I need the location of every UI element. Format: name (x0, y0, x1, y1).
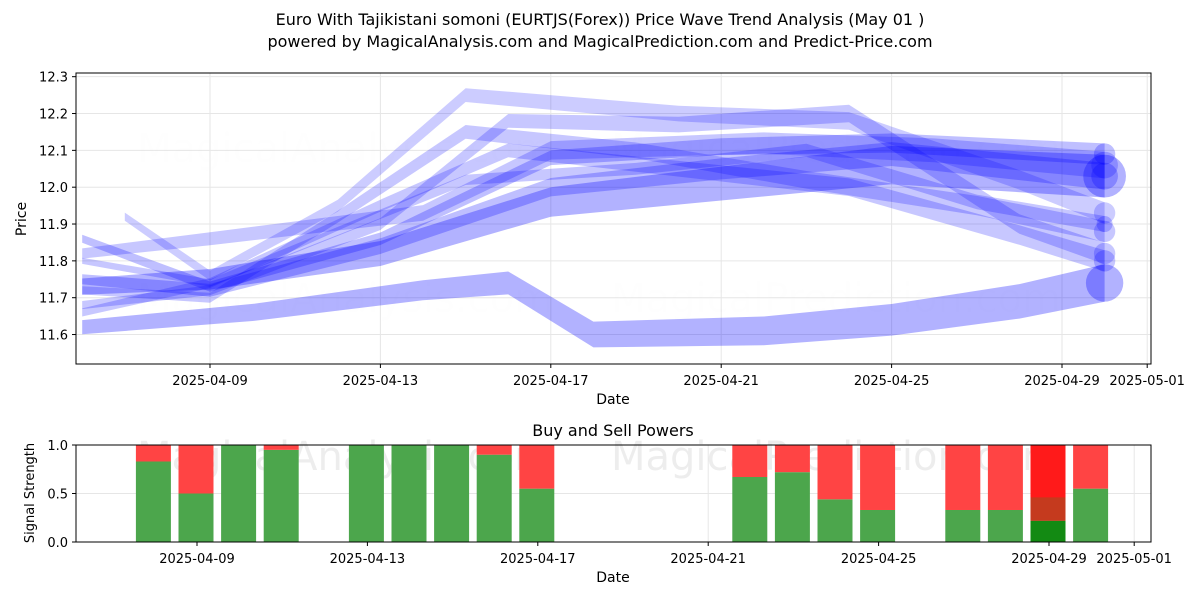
signal-x-ticks: 2025-04-09 2025-04-13 2025-04-17 2025-04-21… (159, 542, 1172, 567)
sell-bar (817, 445, 853, 500)
overlap-bar (1030, 497, 1066, 521)
price-x-tick-label: 2025-05-01 (1109, 374, 1185, 389)
sell-bar (732, 445, 768, 478)
buy-bar (178, 493, 214, 542)
price-y-tick-label: 12.2 (39, 108, 68, 123)
wave-band (82, 132, 1105, 259)
price-y-tick-label: 11.7 (39, 292, 68, 307)
buy-bar (945, 509, 981, 542)
buy-bar (1030, 520, 1066, 542)
wave-end-cap (1093, 202, 1116, 224)
price-grid (76, 73, 1151, 364)
sell-bar (263, 445, 299, 450)
wave-band (82, 104, 1105, 310)
sell-bar (774, 445, 810, 473)
price-wave-chart: MagicalAnalysis.com MagicalPrediction.com… (14, 71, 1185, 408)
chart-title: Euro With Tajikistani somoni (EURTJS(For… (275, 10, 925, 29)
signal-y-axis-label: Signal Strength (23, 443, 38, 543)
sell-bar (519, 445, 555, 489)
signal-x-axis-label: Date (596, 570, 629, 586)
buy-bar (263, 449, 299, 542)
signal-x-tick-label: 2025-04-13 (330, 552, 406, 567)
sell-bar (860, 445, 896, 510)
price-x-axis-label: Date (596, 392, 629, 408)
wave-band (82, 143, 1105, 317)
price-y-axis-label: Price (14, 202, 30, 236)
signal-y-ticks: 0.0 0.5 1.0 (47, 439, 76, 551)
price-plot-frame (75, 72, 1152, 365)
price-y-tick-label: 11.6 (39, 329, 68, 344)
buy-bar (519, 488, 555, 542)
sell-bar (945, 445, 981, 510)
price-x-tick-label: 2025-04-29 (1024, 374, 1100, 389)
buy-bar (860, 509, 896, 542)
wave-band (82, 133, 1105, 292)
wave-end-cap (1096, 216, 1113, 233)
sell-bar (1073, 445, 1109, 489)
buy-bar (434, 445, 470, 542)
signal-x-tick-label: 2025-05-01 (1096, 552, 1172, 567)
signal-chart-title: Buy and Sell Powers (532, 421, 694, 440)
price-y-ticks: 11.6 11.7 11.8 11.9 12.0 12.1 12.2 12.3 (39, 71, 76, 344)
chart-subtitle: powered by MagicalAnalysis.com and Magic… (267, 32, 933, 51)
buy-bar (221, 445, 257, 542)
price-y-tick-label: 12.3 (39, 71, 68, 86)
price-x-tick-label: 2025-04-17 (513, 374, 589, 389)
wave-band (82, 145, 1105, 295)
signal-x-tick-label: 2025-04-09 (159, 552, 235, 567)
buy-bar (1073, 488, 1109, 542)
wave-end-cap (1093, 250, 1116, 272)
price-y-tick-label: 11.9 (39, 218, 68, 233)
wave-band (82, 143, 1105, 287)
buy-sell-chart: MagicalAnalysis.comMagicalPrediction.com… (23, 421, 1172, 586)
sell-bar (987, 445, 1023, 510)
price-y-tick-label: 12.1 (39, 144, 68, 159)
buy-bar (348, 445, 384, 542)
price-x-tick-label: 2025-04-21 (683, 374, 759, 389)
price-x-tick-label: 2025-04-09 (172, 374, 248, 389)
wave-end-cap (1091, 162, 1118, 190)
wave-end-cap (1091, 151, 1118, 179)
sell-bar (476, 445, 512, 455)
signal-x-tick-label: 2025-04-17 (500, 552, 576, 567)
signal-x-tick-label: 2025-04-29 (1011, 552, 1087, 567)
price-x-tick-label: 2025-04-13 (343, 374, 419, 389)
wave-band (82, 264, 1105, 348)
wave-end-cap (1093, 220, 1116, 243)
wave-end-cap (1093, 143, 1116, 165)
price-x-tick-label: 2025-04-25 (854, 374, 930, 389)
buy-bar (817, 499, 853, 542)
price-y-tick-label: 11.8 (39, 255, 68, 270)
wave-end-cap (1093, 242, 1116, 265)
price-y-tick-label: 12.0 (39, 181, 68, 196)
signal-bars-group (135, 445, 1109, 542)
signal-x-tick-label: 2025-04-21 (670, 552, 746, 567)
buy-bar (135, 461, 171, 542)
buy-bar (774, 472, 810, 542)
signal-y-tick-label: 0.5 (47, 488, 68, 503)
sell-bar (135, 445, 171, 462)
buy-bar (391, 445, 427, 542)
wave-series-group (82, 88, 1126, 348)
buy-bar (476, 454, 512, 542)
wave-end-cap (1085, 264, 1124, 302)
sell-bar (178, 445, 214, 494)
buy-bar (732, 477, 768, 542)
wave-end-cap (1083, 154, 1126, 198)
signal-x-tick-label: 2025-04-25 (841, 552, 917, 567)
price-x-ticks: 2025-04-09 2025-04-13 2025-04-17 2025-04-21… (172, 364, 1185, 389)
signal-y-tick-label: 1.0 (47, 439, 68, 454)
signal-y-tick-label: 0.0 (47, 536, 68, 551)
wave-band (82, 142, 1105, 297)
buy-bar (987, 509, 1023, 542)
